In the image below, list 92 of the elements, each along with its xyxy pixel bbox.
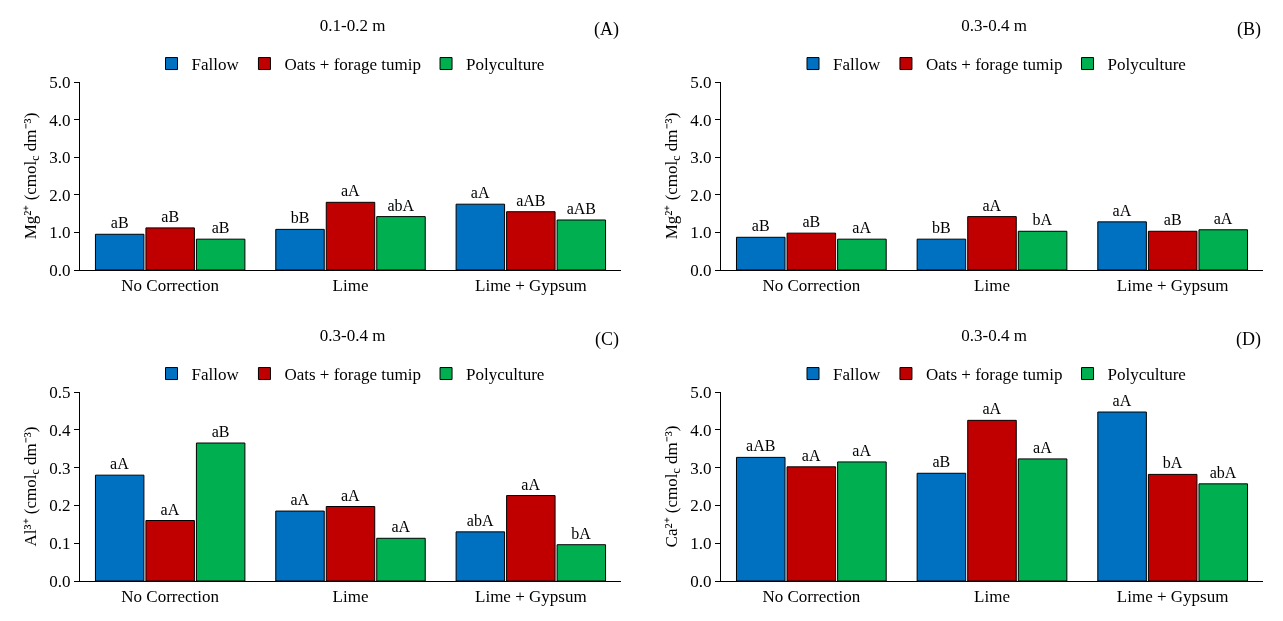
x-tick-label: Lime [974, 587, 1010, 607]
legend-label: Polyculture [466, 365, 545, 385]
data-label: abA [466, 511, 494, 529]
x-tick-label: Lime [974, 276, 1010, 296]
data-label: aB [110, 214, 129, 232]
text: (A) [594, 19, 619, 40]
data-label: aA [982, 196, 1002, 214]
y-tick-label: 3.0 [690, 458, 712, 478]
legend-label: Polyculture [1107, 55, 1186, 75]
y-tick-label: 4.0 [49, 110, 71, 130]
data-label: bA [1032, 211, 1053, 229]
data-label: aAB [516, 191, 546, 209]
legend-label: Polyculture [466, 55, 545, 75]
data-label: aA [521, 475, 541, 493]
y-tick-label: 2.0 [49, 185, 71, 205]
y-tick-label: 3.0 [690, 148, 712, 168]
chart-title: 0.3-0.4 m [319, 325, 386, 345]
x-tick-label: No Correction [121, 587, 220, 607]
text: (C) [595, 329, 619, 350]
chart-title: 0.3-0.4 m [961, 325, 1027, 345]
chart-title: 0.3-0.4 m [961, 15, 1027, 35]
chart-title: 0.1-0.2 m [319, 15, 386, 35]
data-label: aA [391, 518, 411, 536]
legend-label: Oats + forage tumip [284, 365, 422, 385]
data-label: aB [932, 453, 951, 471]
data-label: aB [161, 207, 180, 225]
data-label: aA [801, 446, 821, 464]
y-tick-label: 0.0 [49, 260, 71, 280]
x-tick-label: Lime + Gypsum [1116, 587, 1229, 607]
y-tick-label: 0.2 [49, 496, 71, 516]
data-label: bB [290, 209, 310, 227]
legend-label: Oats + forage tumip [284, 55, 422, 75]
data-label: bA [571, 524, 592, 542]
y-tick-label: 1.0 [49, 223, 71, 243]
data-label: aB [751, 217, 770, 235]
legend-label: Polyculture [1107, 365, 1186, 385]
data-label: aA [470, 184, 490, 202]
data-label: aA [852, 441, 872, 459]
data-label: aA [340, 486, 361, 504]
y-tick-label: 0.3 [49, 458, 71, 478]
x-tick-label: Lime + Gypsum [1116, 276, 1229, 296]
legend-label: Oats + forage tumip [925, 55, 1063, 75]
data-label: aA [160, 500, 180, 518]
data-label: aA [110, 455, 130, 473]
y-tick-label: 3.0 [49, 148, 71, 168]
x-tick-label: No Correction [762, 276, 861, 296]
data-label: aAB [746, 437, 776, 455]
x-tick-label: Lime [332, 276, 369, 296]
x-tick-label: No Correction [121, 276, 220, 296]
data-label: aA [1033, 438, 1053, 456]
data-label: aA [852, 219, 872, 237]
data-label: aAB [566, 199, 596, 217]
legend-label: Fallow [191, 55, 240, 75]
data-label: aB [1163, 211, 1182, 229]
y-tick-label: 5.0 [690, 382, 712, 402]
data-label: aA [340, 182, 361, 200]
y-tick-label: 1.0 [690, 534, 712, 554]
x-tick-label: Lime [332, 587, 369, 607]
data-label: bB [932, 219, 951, 237]
y-tick-label: 4.0 [690, 110, 712, 130]
data-label: aA [982, 400, 1002, 418]
legend-label: Fallow [191, 365, 240, 385]
y-tick-label: 2.0 [690, 185, 712, 205]
data-label: aA [1213, 209, 1233, 227]
data-label: aB [802, 213, 821, 231]
data-label: abA [1209, 463, 1237, 481]
y-tick-label: 5.0 [690, 72, 712, 92]
legend-label: Fallow [833, 365, 881, 385]
x-tick-label: No Correction [762, 587, 861, 607]
y-tick-label: 0.5 [49, 382, 71, 402]
data-label: aA [1112, 201, 1132, 219]
legend-label: Fallow [833, 55, 881, 75]
y-tick-label: 4.0 [690, 420, 712, 440]
text: (D) [1236, 329, 1261, 350]
data-label: aB [211, 219, 230, 237]
y-tick-label: 0.0 [690, 260, 712, 280]
y-tick-label: 2.0 [690, 496, 712, 516]
data-label: aB [211, 423, 230, 441]
x-tick-label: Lime + Gypsum [475, 587, 587, 607]
y-tick-label: 0.4 [49, 420, 72, 440]
y-tick-label: 0.0 [690, 571, 712, 591]
y-tick-label: 0.1 [49, 534, 71, 554]
data-label: bA [1162, 454, 1183, 472]
data-label: abA [387, 196, 415, 214]
text: (B) [1237, 19, 1261, 40]
y-tick-label: 0.0 [49, 571, 71, 591]
y-tick-label: 5.0 [49, 72, 71, 92]
data-label: aA [1112, 392, 1132, 410]
y-tick-label: 1.0 [690, 223, 712, 243]
legend-label: Oats + forage tumip [925, 365, 1063, 385]
data-label: aA [290, 491, 310, 509]
x-tick-label: Lime + Gypsum [475, 276, 587, 296]
